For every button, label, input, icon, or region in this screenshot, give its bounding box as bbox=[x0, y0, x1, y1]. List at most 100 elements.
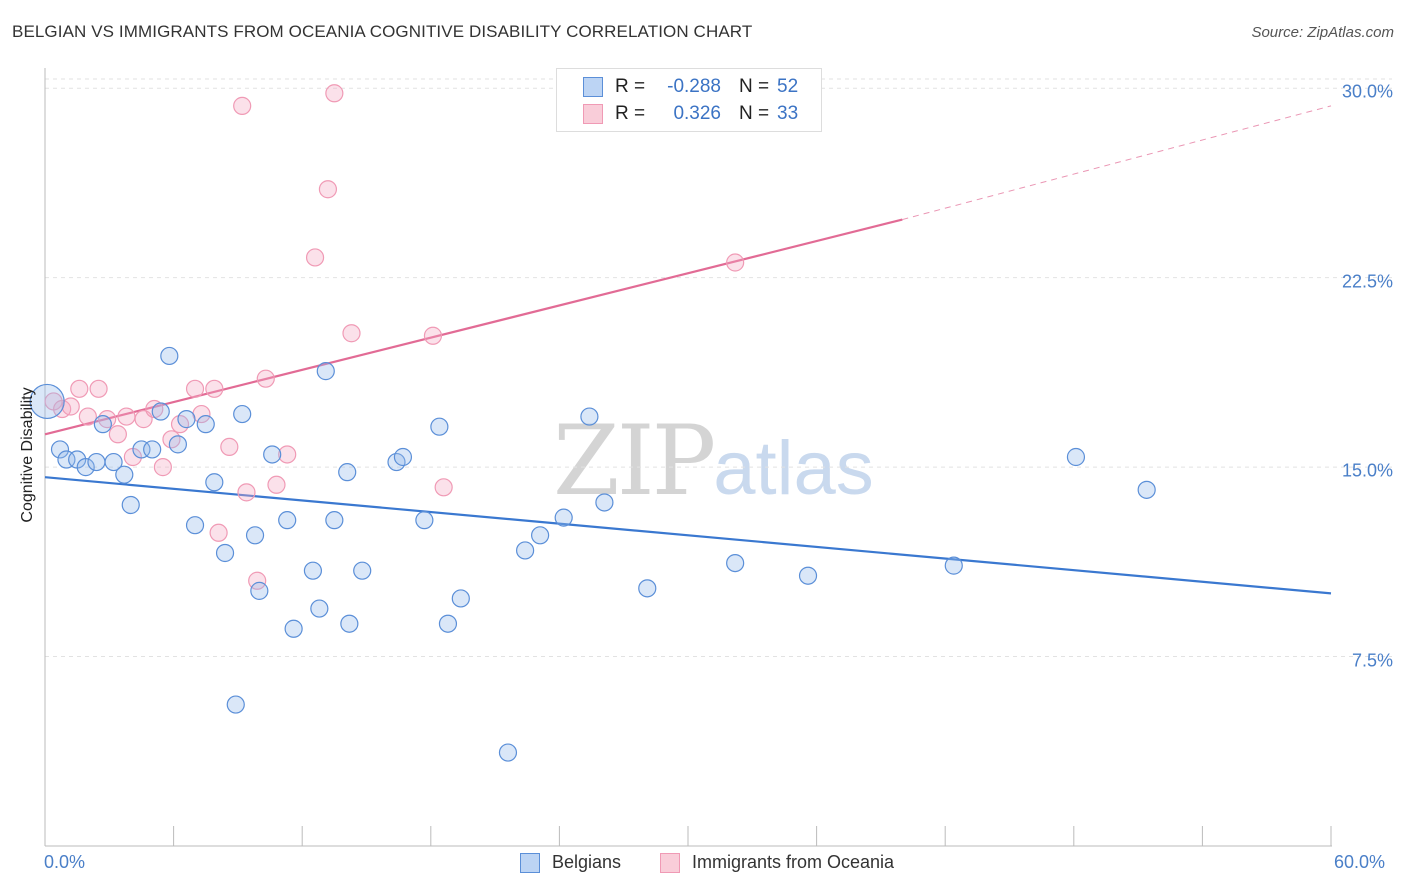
oceania-point bbox=[726, 253, 745, 272]
oceania-point bbox=[318, 180, 338, 199]
oceania-point bbox=[342, 324, 361, 343]
belgian-point bbox=[250, 581, 269, 600]
legend-r-value: -0.288 bbox=[667, 76, 721, 97]
belgian-point bbox=[104, 452, 123, 472]
bottom-legend-swatch-belgians bbox=[520, 852, 540, 873]
y-axis-label: Cognitive Disability bbox=[19, 387, 36, 523]
belgian-point bbox=[151, 402, 170, 421]
belgian-point bbox=[438, 614, 458, 633]
legend-row-oceania: R = 0.326 N = 33 bbox=[583, 102, 798, 126]
source-label: Source: ZipAtlas.com bbox=[1251, 24, 1394, 41]
belgian-point bbox=[132, 440, 151, 459]
belgian-point bbox=[50, 440, 70, 459]
x-axis-ticks bbox=[44, 826, 1332, 846]
watermark-zip: ZIP bbox=[553, 405, 716, 517]
y-tick-label: 30.0% bbox=[1341, 81, 1393, 102]
bottom-legend-belgians: Belgians bbox=[520, 852, 621, 873]
legend-swatch-oceania bbox=[583, 104, 603, 124]
watermark-atlas: atlas bbox=[713, 426, 874, 511]
belgian-point bbox=[215, 543, 235, 563]
correlation-legend: R = -0.288 N = 52 R = 0.326 N = 33 bbox=[556, 68, 822, 132]
belgian-point bbox=[498, 743, 518, 762]
belgian-point bbox=[415, 511, 434, 530]
belgian-point bbox=[1137, 480, 1156, 499]
belgian-point bbox=[226, 695, 245, 714]
oceania-point bbox=[70, 379, 89, 398]
oceania-point bbox=[153, 458, 172, 477]
legend-n-value: 52 bbox=[777, 76, 799, 97]
bottom-legend-oceania: Immigrants from Oceania bbox=[660, 852, 894, 873]
y-tick-label: 7.5% bbox=[1351, 650, 1393, 671]
belgian-point bbox=[310, 599, 329, 618]
trend-lines bbox=[44, 105, 1332, 595]
belgian-point bbox=[516, 541, 535, 560]
legend-swatch-belgians bbox=[583, 77, 603, 97]
belgian-point bbox=[595, 493, 614, 512]
oceania-point bbox=[325, 84, 344, 103]
belgian-point bbox=[245, 526, 265, 545]
belgians-trend-line bbox=[44, 476, 1332, 595]
legend-row-belgians: R = -0.288 N = 52 bbox=[583, 75, 798, 99]
belgian-point bbox=[316, 362, 335, 381]
oceania-point bbox=[256, 369, 275, 388]
oceania-point bbox=[267, 475, 286, 494]
belgian-point bbox=[554, 508, 573, 527]
belgian-point bbox=[278, 511, 297, 530]
belgian-point bbox=[284, 619, 303, 638]
oceania-point bbox=[220, 437, 239, 456]
oceania-point bbox=[108, 425, 127, 444]
legend-r-label: R = bbox=[615, 76, 646, 97]
watermark: ZIPatlas bbox=[553, 405, 874, 517]
oceania-point bbox=[233, 96, 252, 115]
belgian-point bbox=[430, 417, 449, 436]
bottom-legend-label-oceania: Immigrants from Oceania bbox=[692, 852, 895, 872]
belgian-point bbox=[325, 511, 344, 530]
bottom-legend-label-belgians: Belgians bbox=[552, 852, 622, 872]
belgian-point bbox=[29, 383, 65, 420]
belgian-point bbox=[196, 415, 215, 434]
x-tick-label-max: 60.0% bbox=[1334, 852, 1386, 872]
legend-n-label: N = bbox=[739, 76, 770, 97]
belgian-point bbox=[93, 415, 112, 434]
oceania-point bbox=[237, 483, 256, 502]
belgian-point bbox=[177, 410, 196, 429]
belgian-point bbox=[87, 452, 106, 472]
belgian-point bbox=[638, 579, 657, 598]
legend-n-value: 33 bbox=[777, 103, 799, 124]
belgian-point bbox=[168, 435, 187, 454]
oceania-point bbox=[423, 326, 443, 345]
belgian-point bbox=[57, 450, 76, 469]
legend-n-label: N = bbox=[739, 103, 770, 124]
oceania-point bbox=[305, 248, 325, 267]
belgian-point bbox=[726, 553, 745, 573]
belgian-point bbox=[303, 561, 323, 580]
belgian-point bbox=[451, 589, 470, 608]
oceania-point bbox=[278, 445, 297, 464]
belgian-point bbox=[580, 407, 599, 426]
belgian-point bbox=[263, 445, 282, 464]
belgian-point bbox=[393, 447, 413, 467]
chart-title: BELGIAN VS IMMIGRANTS FROM OCEANIA COGNI… bbox=[12, 22, 753, 41]
belgian-point bbox=[76, 458, 95, 477]
oceania-point bbox=[209, 523, 228, 542]
oceania-point bbox=[78, 407, 97, 426]
oceania-point bbox=[185, 379, 205, 398]
oceania-points bbox=[44, 84, 745, 590]
belgian-point bbox=[944, 556, 963, 575]
legend-r-value: 0.326 bbox=[673, 103, 721, 124]
belgian-point bbox=[338, 463, 357, 482]
oceania-trend-line bbox=[44, 218, 903, 436]
y-tick-label: 15.0% bbox=[1341, 460, 1393, 481]
belgian-point bbox=[340, 614, 359, 633]
oceania-point bbox=[205, 379, 224, 398]
legend-r-label: R = bbox=[615, 103, 646, 124]
x-tick-label-min: 0.0% bbox=[44, 852, 86, 872]
y-tick-label: 22.5% bbox=[1341, 271, 1393, 292]
belgian-point bbox=[143, 440, 162, 459]
oceania-point bbox=[61, 397, 80, 416]
oceania-point bbox=[89, 379, 108, 398]
belgian-point bbox=[353, 561, 372, 580]
belgian-point bbox=[205, 473, 224, 492]
oceania-trend-extension bbox=[902, 105, 1332, 221]
oceania-point bbox=[117, 407, 136, 426]
